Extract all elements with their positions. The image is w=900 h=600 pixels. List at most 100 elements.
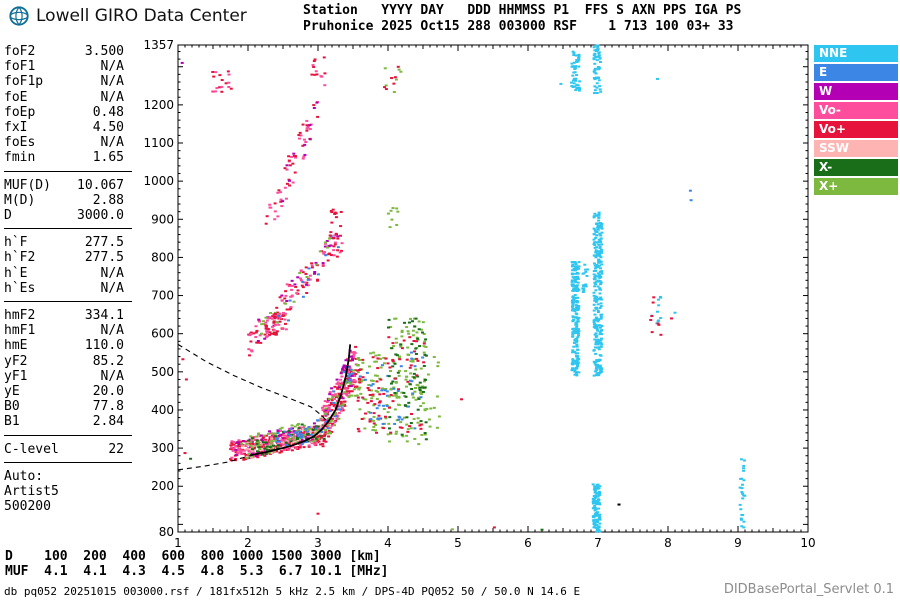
- giro-globe-icon: [9, 6, 29, 26]
- giro-logo: Lowell GIRO Data Center: [8, 5, 247, 27]
- param-row-foes: foEs N/A: [4, 135, 132, 150]
- param-row-500200: 500200: [4, 499, 132, 514]
- svg-text:1: 1: [174, 536, 182, 550]
- param-value: 3.500: [84, 44, 124, 59]
- svg-text:3: 3: [314, 536, 322, 550]
- param-row-b1: B1 2.84: [4, 414, 132, 429]
- param-label: hmF2: [4, 308, 36, 324]
- param-value: N/A: [100, 265, 124, 281]
- param-row-fof1p: foF1p N/A: [4, 74, 132, 89]
- param-label: yF1: [4, 368, 28, 384]
- param-value: 3000.0: [77, 208, 124, 224]
- svg-text:700: 700: [151, 289, 174, 303]
- param-row-yf1: yF1 N/A: [4, 369, 132, 384]
- param-label: foEs: [4, 135, 36, 151]
- direction-legend: NNE E W Vo- Vo+ SSW X- X+: [814, 45, 898, 197]
- param-label: B1: [4, 414, 20, 430]
- param-row-hes: h`Es N/A: [4, 281, 132, 296]
- muf-row: MUF 4.1 4.1 4.3 4.5 4.8 5.3 6.7 10.1 [MH…: [5, 564, 389, 579]
- param-label: Auto:: [4, 468, 44, 484]
- param-label: C-level: [4, 441, 59, 457]
- param-value: 2.84: [92, 414, 124, 430]
- param-divider: [4, 301, 132, 303]
- param-label: hmF1: [4, 323, 36, 339]
- svg-text:6: 6: [524, 536, 532, 550]
- svg-text:800: 800: [151, 250, 174, 264]
- param-label: foEp: [4, 104, 36, 120]
- param-value: 20.0: [92, 384, 124, 400]
- svg-text:5: 5: [454, 536, 462, 550]
- extrapolated-trace: [177, 455, 251, 471]
- param-row-fxi: fxI 4.50: [4, 120, 132, 135]
- servlet-label: DIDBasePortal_Servlet 0.1: [723, 582, 894, 597]
- param-value: N/A: [100, 74, 124, 90]
- station-header: Station YYYY DAY DDD HHMMSS P1 FFS S AXN…: [303, 3, 741, 35]
- svg-text:900: 900: [151, 212, 174, 226]
- legend-item-x: X-: [814, 159, 898, 176]
- param-label: D: [4, 208, 12, 224]
- x-axis-labels: 1 2 3 4 5 6 7 8 9 10: [174, 536, 815, 550]
- svg-text:1000: 1000: [143, 174, 174, 188]
- legend-item-nne: NNE: [814, 45, 898, 62]
- d-row: D 100 200 400 600 800 1000 1500 3000 [km…: [5, 549, 381, 564]
- status-line: db pq052 20251015 003000.rsf / 181fx512h…: [4, 585, 581, 598]
- param-row-mufd: MUF(D) 10.067: [4, 178, 132, 193]
- svg-text:200: 200: [151, 479, 174, 493]
- param-divider: [4, 461, 132, 463]
- param-label: hmE: [4, 338, 28, 354]
- param-value: 4.50: [92, 120, 124, 136]
- param-row-clevel: C-level 22: [4, 442, 132, 457]
- param-row-foep: foEp 0.48: [4, 105, 132, 120]
- param-divider: [4, 228, 132, 230]
- param-row-he: h`E N/A: [4, 266, 132, 281]
- param-value: 334.1: [84, 308, 124, 324]
- svg-text:10: 10: [800, 536, 815, 550]
- param-row-yf2: yF2 85.2: [4, 354, 132, 369]
- param-value: 2.88: [92, 192, 124, 208]
- svg-text:2: 2: [244, 536, 252, 550]
- param-value: 1.65: [92, 150, 124, 166]
- param-row-d: D 3000.0: [4, 208, 132, 223]
- param-label: h`Es: [4, 280, 36, 296]
- legend-item-vo: Vo-: [814, 102, 898, 119]
- svg-text:1357: 1357: [143, 38, 174, 52]
- param-row-fof2: foF2 3.500: [4, 44, 132, 59]
- param-row-hf: h`F 277.5: [4, 235, 132, 250]
- param-value: N/A: [100, 323, 124, 339]
- param-value: N/A: [100, 368, 124, 384]
- param-value: 110.0: [84, 338, 124, 354]
- param-value: 277.5: [84, 235, 124, 251]
- param-label: h`F: [4, 235, 28, 251]
- artist-f-trace: [249, 344, 352, 457]
- param-label: foE: [4, 89, 28, 105]
- trace-lines: [177, 343, 352, 471]
- svg-text:400: 400: [151, 403, 174, 417]
- param-label: 500200: [4, 499, 51, 515]
- svg-text:7: 7: [594, 536, 602, 550]
- param-row-md: M(D) 2.88: [4, 193, 132, 208]
- muf-distance-table: D 100 200 400 600 800 1000 1500 3000 [km…: [5, 549, 389, 579]
- station-header-values: Pruhonice 2025 Oct15 288 003000 RSF 1 71…: [303, 19, 734, 34]
- plot-frame: [177, 44, 809, 533]
- param-label: foF1p: [4, 74, 44, 90]
- param-row-artist5: Artist5: [4, 484, 132, 499]
- svg-text:500: 500: [151, 365, 174, 379]
- param-label: MUF(D): [4, 177, 51, 193]
- param-label: foF1: [4, 59, 36, 75]
- y-axis-ticks: [178, 50, 808, 525]
- legend-item-x: X+: [814, 178, 898, 195]
- param-label: yF2: [4, 353, 28, 369]
- svg-text:8: 8: [664, 536, 672, 550]
- muf-transmission-curve: [177, 343, 327, 422]
- param-row-auto: Auto:: [4, 469, 132, 484]
- station-header-columns: Station YYYY DAY DDD HHMMSS P1 FFS S AXN…: [303, 3, 742, 18]
- param-row-hmf2: hmF2 334.1: [4, 308, 132, 323]
- param-row-fmin: fmin 1.65: [4, 150, 132, 165]
- param-value: N/A: [100, 280, 124, 296]
- legend-item-w: W: [814, 83, 898, 100]
- svg-text:300: 300: [151, 441, 174, 455]
- param-value: N/A: [100, 89, 124, 105]
- svg-text:80: 80: [159, 525, 174, 539]
- param-value: 22: [108, 441, 124, 457]
- param-divider: [4, 434, 132, 436]
